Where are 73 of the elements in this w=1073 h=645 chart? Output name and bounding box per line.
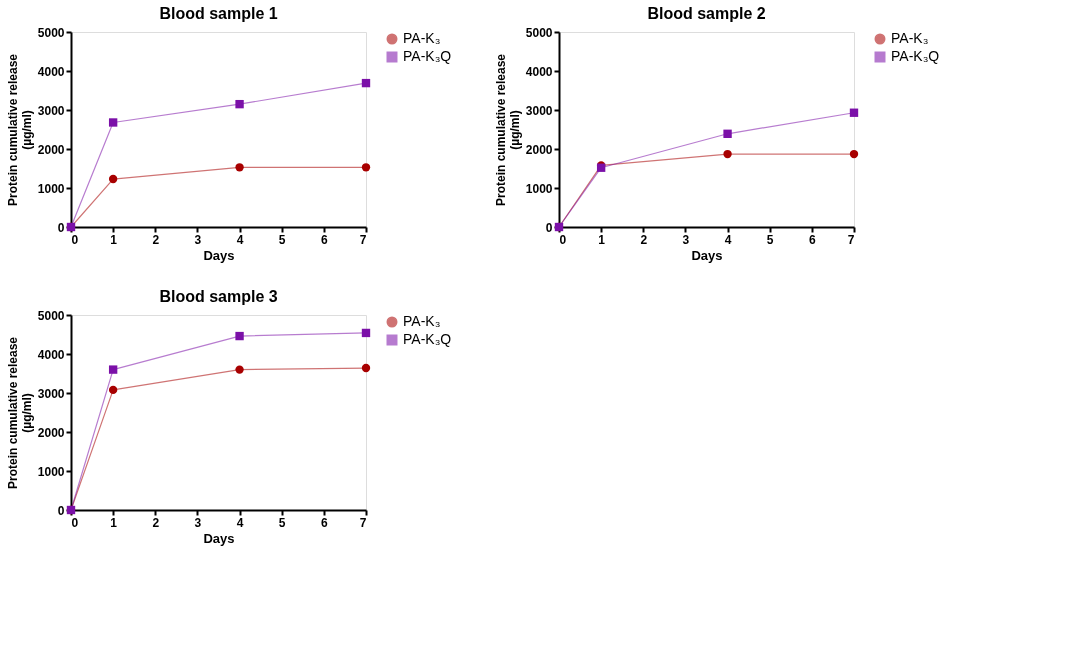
point [361, 328, 371, 338]
y-tick-label: 5000 [37, 308, 65, 323]
point [849, 149, 859, 159]
x-axis-title: Days [203, 247, 235, 263]
x-tick-label: 2 [640, 232, 648, 247]
x-tick-label: 5 [278, 232, 286, 247]
point [723, 149, 732, 159]
x-tick-label: 2 [152, 515, 160, 530]
y-axis-title: Protein cumulative release (µg/ml) [5, 53, 34, 207]
y-tick-label: 1000 [525, 181, 553, 196]
point [108, 365, 118, 374]
point [361, 78, 371, 88]
point [235, 99, 244, 109]
y-tick-label: 4000 [37, 347, 65, 362]
chart-title: Blood sample 1 [159, 5, 278, 22]
legend-label: PA-K₃Q [891, 48, 940, 64]
x-tick-label: 0 [71, 232, 79, 247]
legend-label: PA-K₃ [891, 30, 929, 46]
x-tick-label: 3 [194, 515, 202, 530]
x-tick-label: 3 [682, 232, 690, 247]
y-tick-label: 3000 [525, 103, 553, 118]
x-tick-label: 3 [194, 232, 202, 247]
x-tick-label: 1 [110, 515, 118, 530]
point [235, 163, 244, 172]
x-tick-label: 6 [809, 232, 817, 247]
y-tick-label: 5000 [525, 25, 553, 40]
y-tick-label: 0 [57, 220, 65, 235]
y-tick-label: 2000 [37, 142, 65, 157]
x-tick-label: 6 [321, 232, 329, 247]
point [361, 363, 371, 373]
x-tick-label: 6 [321, 515, 329, 530]
x-tick-label: 0 [71, 515, 79, 530]
y-tick-label: 2000 [525, 142, 553, 157]
x-tick-label: 7 [359, 515, 367, 530]
legend-label: PA-K₃Q [403, 48, 452, 64]
y-tick-label: 1000 [37, 181, 65, 196]
x-tick-label: 7 [847, 232, 855, 247]
y-axis-title: Protein cumulative release (µg/ml) [493, 53, 522, 207]
y-axis-title: Protein cumulative release (µg/ml) [5, 336, 34, 490]
y-tick-label: 4000 [37, 64, 65, 79]
y-tick-label: 1000 [37, 464, 65, 479]
x-tick-label: 4 [724, 232, 732, 247]
x-tick-label: 1 [110, 232, 118, 247]
point [108, 118, 118, 127]
point [361, 163, 371, 172]
x-tick-label: 4 [236, 232, 244, 247]
point [108, 385, 118, 395]
y-tick-label: 0 [57, 503, 65, 518]
legend-label: PA-K₃ [403, 313, 441, 329]
y-tick-label: 0 [545, 220, 553, 235]
point [235, 331, 244, 341]
chart-title: Blood sample 2 [647, 5, 766, 22]
y-tick-label: 4000 [525, 64, 553, 79]
legend-label: PA-K₃Q [403, 331, 452, 347]
x-axis-title: Days [203, 530, 235, 546]
point [235, 365, 244, 374]
x-axis-title: Days [691, 247, 723, 263]
point [849, 108, 859, 117]
x-tick-label: 5 [766, 232, 774, 247]
x-tick-label: 0 [559, 232, 567, 247]
x-tick-label: 1 [598, 232, 606, 247]
x-tick-label: 2 [152, 232, 160, 247]
y-tick-label: 3000 [37, 386, 65, 401]
y-tick-label: 3000 [37, 103, 65, 118]
x-tick-label: 4 [236, 515, 244, 530]
chart-title: Blood sample 3 [159, 288, 278, 305]
point [723, 129, 732, 138]
point [108, 174, 118, 184]
y-tick-label: 2000 [37, 425, 65, 440]
y-tick-label: 5000 [37, 25, 65, 40]
legend-label: PA-K₃ [403, 30, 441, 46]
x-tick-label: 5 [278, 515, 286, 530]
x-tick-label: 7 [359, 232, 367, 247]
